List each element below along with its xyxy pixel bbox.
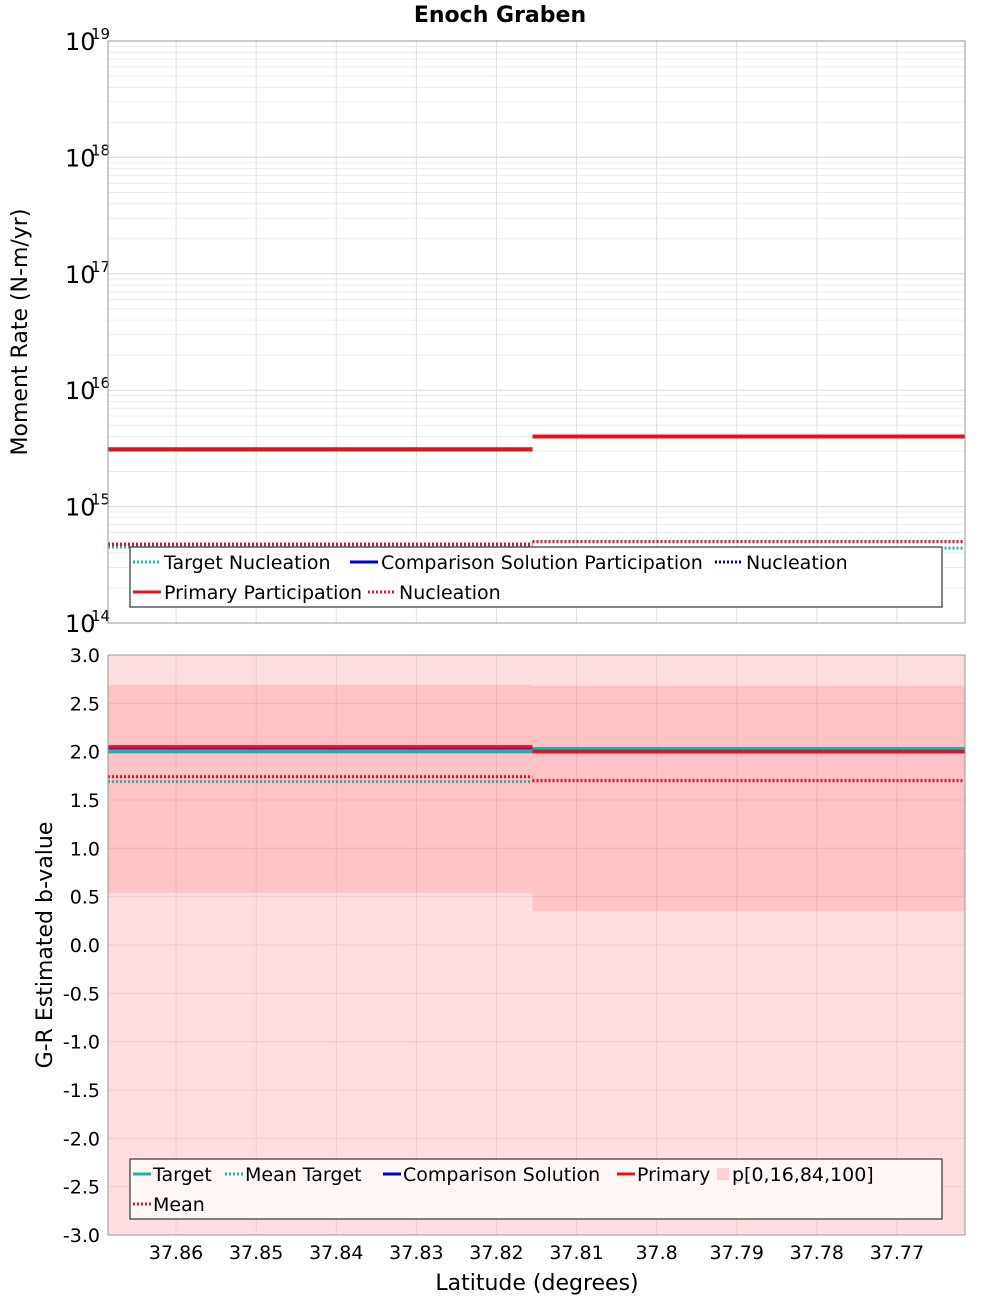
y-tick-label: 10 — [65, 377, 96, 405]
band-inner — [532, 685, 965, 912]
x-tick-label: 37.86 — [149, 1242, 203, 1264]
legend: Target Nucleation Comparison Solution Par… — [129, 546, 943, 608]
y-tick-label: -1.0 — [63, 1032, 100, 1054]
legend-label: Target — [152, 1164, 212, 1186]
x-tick-label: 37.8 — [635, 1242, 677, 1264]
legend-box — [129, 546, 943, 608]
legend-label: p[0,16,84,100] — [732, 1164, 874, 1186]
legend-label: Comparison Solution — [403, 1164, 600, 1186]
legend-label: Nucleation — [746, 552, 848, 574]
x-tick-label: 37.84 — [309, 1242, 363, 1264]
top-y-axis-label: Moment Rate (N-m/yr) — [8, 209, 33, 456]
y-tick-label: 10 — [65, 610, 96, 638]
x-tick-label: 37.79 — [710, 1242, 764, 1264]
y-tick-label: 1.0 — [70, 838, 100, 860]
legend-label: Primary — [637, 1164, 710, 1186]
y-tick-label: 0.0 — [70, 935, 100, 957]
plot-frame — [107, 40, 966, 624]
x-tick-label: 37.81 — [549, 1242, 603, 1264]
band-inner — [108, 684, 533, 893]
plot-background — [108, 41, 965, 623]
y-tick-exponent: 15 — [91, 491, 110, 509]
y-tick-exponent: 19 — [91, 25, 110, 43]
legend-label: Primary Participation — [164, 582, 362, 604]
y-tick-exponent: 16 — [91, 374, 110, 392]
legend: Target Mean Target Comparison Solution Prim… — [129, 1158, 943, 1220]
legend-label: Mean Target — [245, 1164, 362, 1186]
y-tick-exponent: 17 — [91, 258, 110, 276]
y-tick-label: 10 — [65, 28, 96, 56]
y-tick-label: -2.0 — [63, 1128, 100, 1150]
b-value-plot: 3.0 2.5 2.0 1.5 1.0 0.5 0.0 -0.5 -1.0 -1.5 -2.0 -2.… — [63, 645, 966, 1264]
y-tick-label: -2.5 — [63, 1177, 100, 1199]
legend-box — [129, 1158, 943, 1220]
x-axis-label: Latitude (degrees) — [435, 1271, 638, 1296]
legend-swatch — [717, 1168, 729, 1180]
y-tick-label: 10 — [65, 261, 96, 289]
x-tick-label: 37.82 — [469, 1242, 523, 1264]
x-tick-label: 37.77 — [870, 1242, 924, 1264]
x-tick-label: 37.85 — [229, 1242, 283, 1264]
y-tick-label: -0.5 — [63, 983, 100, 1005]
y-tick-label: -1.5 — [63, 1080, 100, 1102]
bottom-y-axis-label: G-R Estimated b-value — [33, 822, 58, 1069]
y-tick-exponent: 18 — [91, 141, 110, 159]
y-tick-label: -3.0 — [63, 1225, 100, 1247]
y-tick-label: 1.5 — [70, 790, 100, 812]
y-tick-label: 10 — [65, 494, 96, 522]
legend-label: Target Nucleation — [163, 552, 331, 574]
y-tick-label: 2.5 — [70, 693, 100, 715]
legend-label: Mean — [153, 1194, 205, 1216]
plot-frame — [107, 654, 966, 1236]
y-tick-label: 10 — [65, 144, 96, 172]
x-tick-label: 37.78 — [790, 1242, 844, 1264]
legend-label: Nucleation — [399, 582, 501, 604]
legend-label: Comparison Solution Participation — [381, 552, 703, 574]
y-tick-label: 3.0 — [70, 645, 100, 667]
chart-title: Enoch Graben — [414, 3, 586, 28]
x-tick-label: 37.83 — [389, 1242, 443, 1264]
y-tick-label: 2.0 — [70, 742, 100, 764]
y-tick-exponent: 14 — [91, 607, 110, 625]
y-tick-label: 0.5 — [70, 887, 100, 909]
